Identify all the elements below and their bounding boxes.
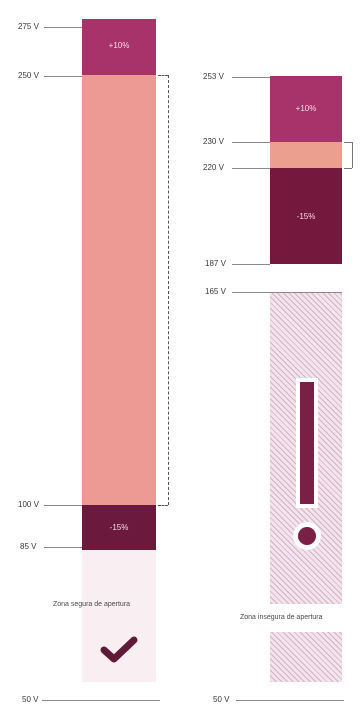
right-nominal-range-segment (270, 142, 342, 168)
right-label-50v: 50 V (213, 695, 230, 704)
left-label-50v: 50 V (22, 695, 39, 704)
left-zone-caption: Zona segura de apertura (53, 601, 131, 608)
right-tick-230v (232, 142, 270, 143)
left-tick-50v (42, 700, 160, 701)
left-tick-275v (44, 27, 82, 28)
left-plus-tolerance-segment: +10% (82, 19, 156, 75)
right-label-187v: 187 V (205, 259, 226, 268)
right-label-220v: 220 V (203, 163, 224, 172)
right-label-253v: 253 V (203, 72, 224, 81)
right-tick-187v (232, 264, 270, 265)
right-tick-253v (232, 77, 270, 78)
left-tick-100v (44, 505, 82, 506)
left-bracket-bottom-cap (158, 505, 168, 506)
left-bracket-top-cap (158, 75, 168, 76)
left-label-250v: 250 V (18, 71, 39, 80)
left-minus-tolerance-segment: -15% (82, 505, 156, 550)
left-safe-opening-zone (82, 550, 156, 682)
right-minus-tolerance-label: -15% (296, 212, 316, 221)
left-label-100v: 100 V (18, 500, 39, 509)
left-safe-range-segment (82, 75, 156, 505)
left-plus-tolerance-label: +10% (108, 41, 130, 50)
right-caption-band (270, 604, 342, 632)
right-label-230v: 230 V (203, 137, 224, 146)
left-label-85v: 85 V (20, 542, 37, 551)
right-plus-tolerance-label: +10% (295, 104, 317, 113)
exclamation-icon (288, 374, 326, 554)
right-bracket-top-cap (344, 142, 352, 143)
right-zone-caption: Zona insegura de apertura (240, 614, 323, 621)
right-range-bracket (352, 142, 353, 168)
right-plus-tolerance-segment: +10% (270, 76, 342, 142)
right-tick-220v (232, 168, 270, 169)
left-range-bracket (168, 75, 169, 505)
checkmark-icon (100, 636, 138, 664)
left-tick-250v (44, 76, 82, 77)
right-tick-50v (236, 700, 344, 701)
right-minus-tolerance-segment: -15% (270, 168, 342, 264)
left-minus-tolerance-label: -15% (109, 523, 129, 532)
right-bracket-bottom-cap (344, 168, 352, 169)
left-tick-85v (44, 547, 82, 548)
left-label-275v: 275 V (18, 22, 39, 31)
right-label-165v: 165 V (205, 287, 226, 296)
right-tick-165v (232, 292, 342, 293)
